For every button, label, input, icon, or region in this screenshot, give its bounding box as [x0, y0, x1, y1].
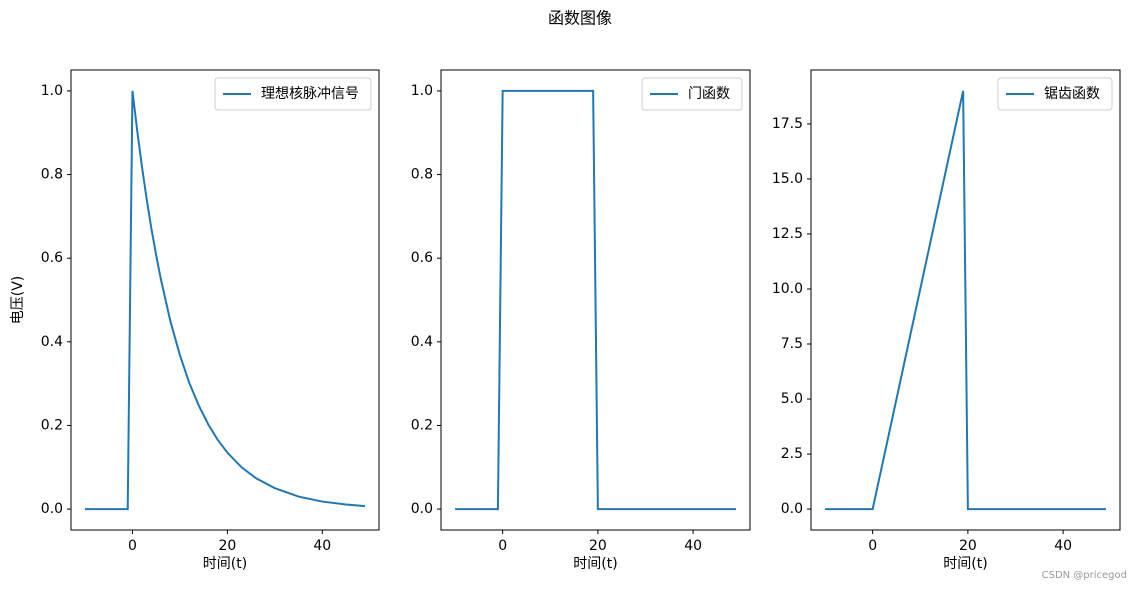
legend-frame: [214, 77, 372, 111]
y-tick-label: 1.0: [41, 83, 63, 99]
line: [825, 90, 1106, 511]
y-tick-label: 0.8: [41, 167, 63, 183]
y-tick-label: 0.4: [41, 334, 63, 350]
x-tick-label: 40: [684, 538, 702, 554]
x-tick-label: 40: [313, 538, 331, 554]
y-tick-label: 0.6: [411, 250, 433, 266]
subplot: 0 20 40 0.0 2.5 5.0 7.5 10.0 12.5 15.0 17.5 时间(t) 锯齿…: [772, 69, 1121, 572]
x-axis-label: 时间(t): [203, 556, 247, 572]
figure-title: 函数图像: [548, 9, 612, 28]
y-tick-label: 0.0: [781, 501, 803, 517]
subplot: 0 20 40 0.0 0.2 0.4 0.6 0.8 1.0 时间(t) 电压(V) 理想核脉冲信号: [10, 69, 380, 572]
y-tick-label: 0.4: [411, 334, 433, 350]
y-tick-label: 17.5: [772, 116, 803, 132]
legend: 门函数: [641, 77, 743, 111]
y-tick-label: 7.5: [781, 336, 803, 352]
legend-label: 门函数: [688, 86, 730, 102]
legend-label: 锯齿函数: [1044, 86, 1100, 102]
legend: 锯齿函数: [997, 77, 1113, 111]
y-tick-label: 0.8: [411, 167, 433, 183]
y-tick-label: 5.0: [781, 391, 803, 407]
y-tick-label: 0.6: [41, 250, 63, 266]
axes-frame: [810, 69, 1121, 531]
y-tick-label: 15.0: [772, 171, 803, 187]
y-tick-label: 2.5: [781, 446, 803, 462]
axes-frame: [440, 69, 751, 531]
legend-frame: [997, 77, 1113, 111]
line: [455, 89, 736, 511]
y-tick-label: 0.2: [411, 417, 433, 433]
y-tick-label: 0.2: [41, 417, 63, 433]
x-tick-label: 0: [128, 538, 137, 554]
y-tick-label: 12.5: [772, 226, 803, 242]
y-tick-label: 0.0: [411, 501, 433, 517]
x-tick-label: 20: [959, 538, 977, 554]
y-tick-label: 1.0: [411, 83, 433, 99]
line: [85, 90, 366, 511]
y-axis-label: 电压(V): [10, 276, 26, 325]
subplot: 0 20 40 0.0 0.2 0.4 0.6 0.8 1.0 时间(t) 门函数: [411, 69, 751, 572]
legend-frame: [641, 77, 743, 111]
axes-frame: [70, 69, 380, 531]
x-axis-label: 时间(t): [943, 556, 987, 572]
y-tick-label: 10.0: [772, 281, 803, 297]
legend: 理想核脉冲信号: [214, 77, 372, 111]
y-tick-label: 0.0: [41, 501, 63, 517]
x-tick-label: 20: [589, 538, 607, 554]
x-tick-label: 0: [498, 538, 507, 554]
watermark: CSDN @pricegod: [1042, 570, 1127, 581]
x-tick-label: 40: [1054, 538, 1072, 554]
x-tick-label: 0: [868, 538, 877, 554]
x-axis-label: 时间(t): [573, 556, 617, 572]
x-tick-label: 20: [218, 538, 236, 554]
legend-label: 理想核脉冲信号: [261, 86, 359, 102]
